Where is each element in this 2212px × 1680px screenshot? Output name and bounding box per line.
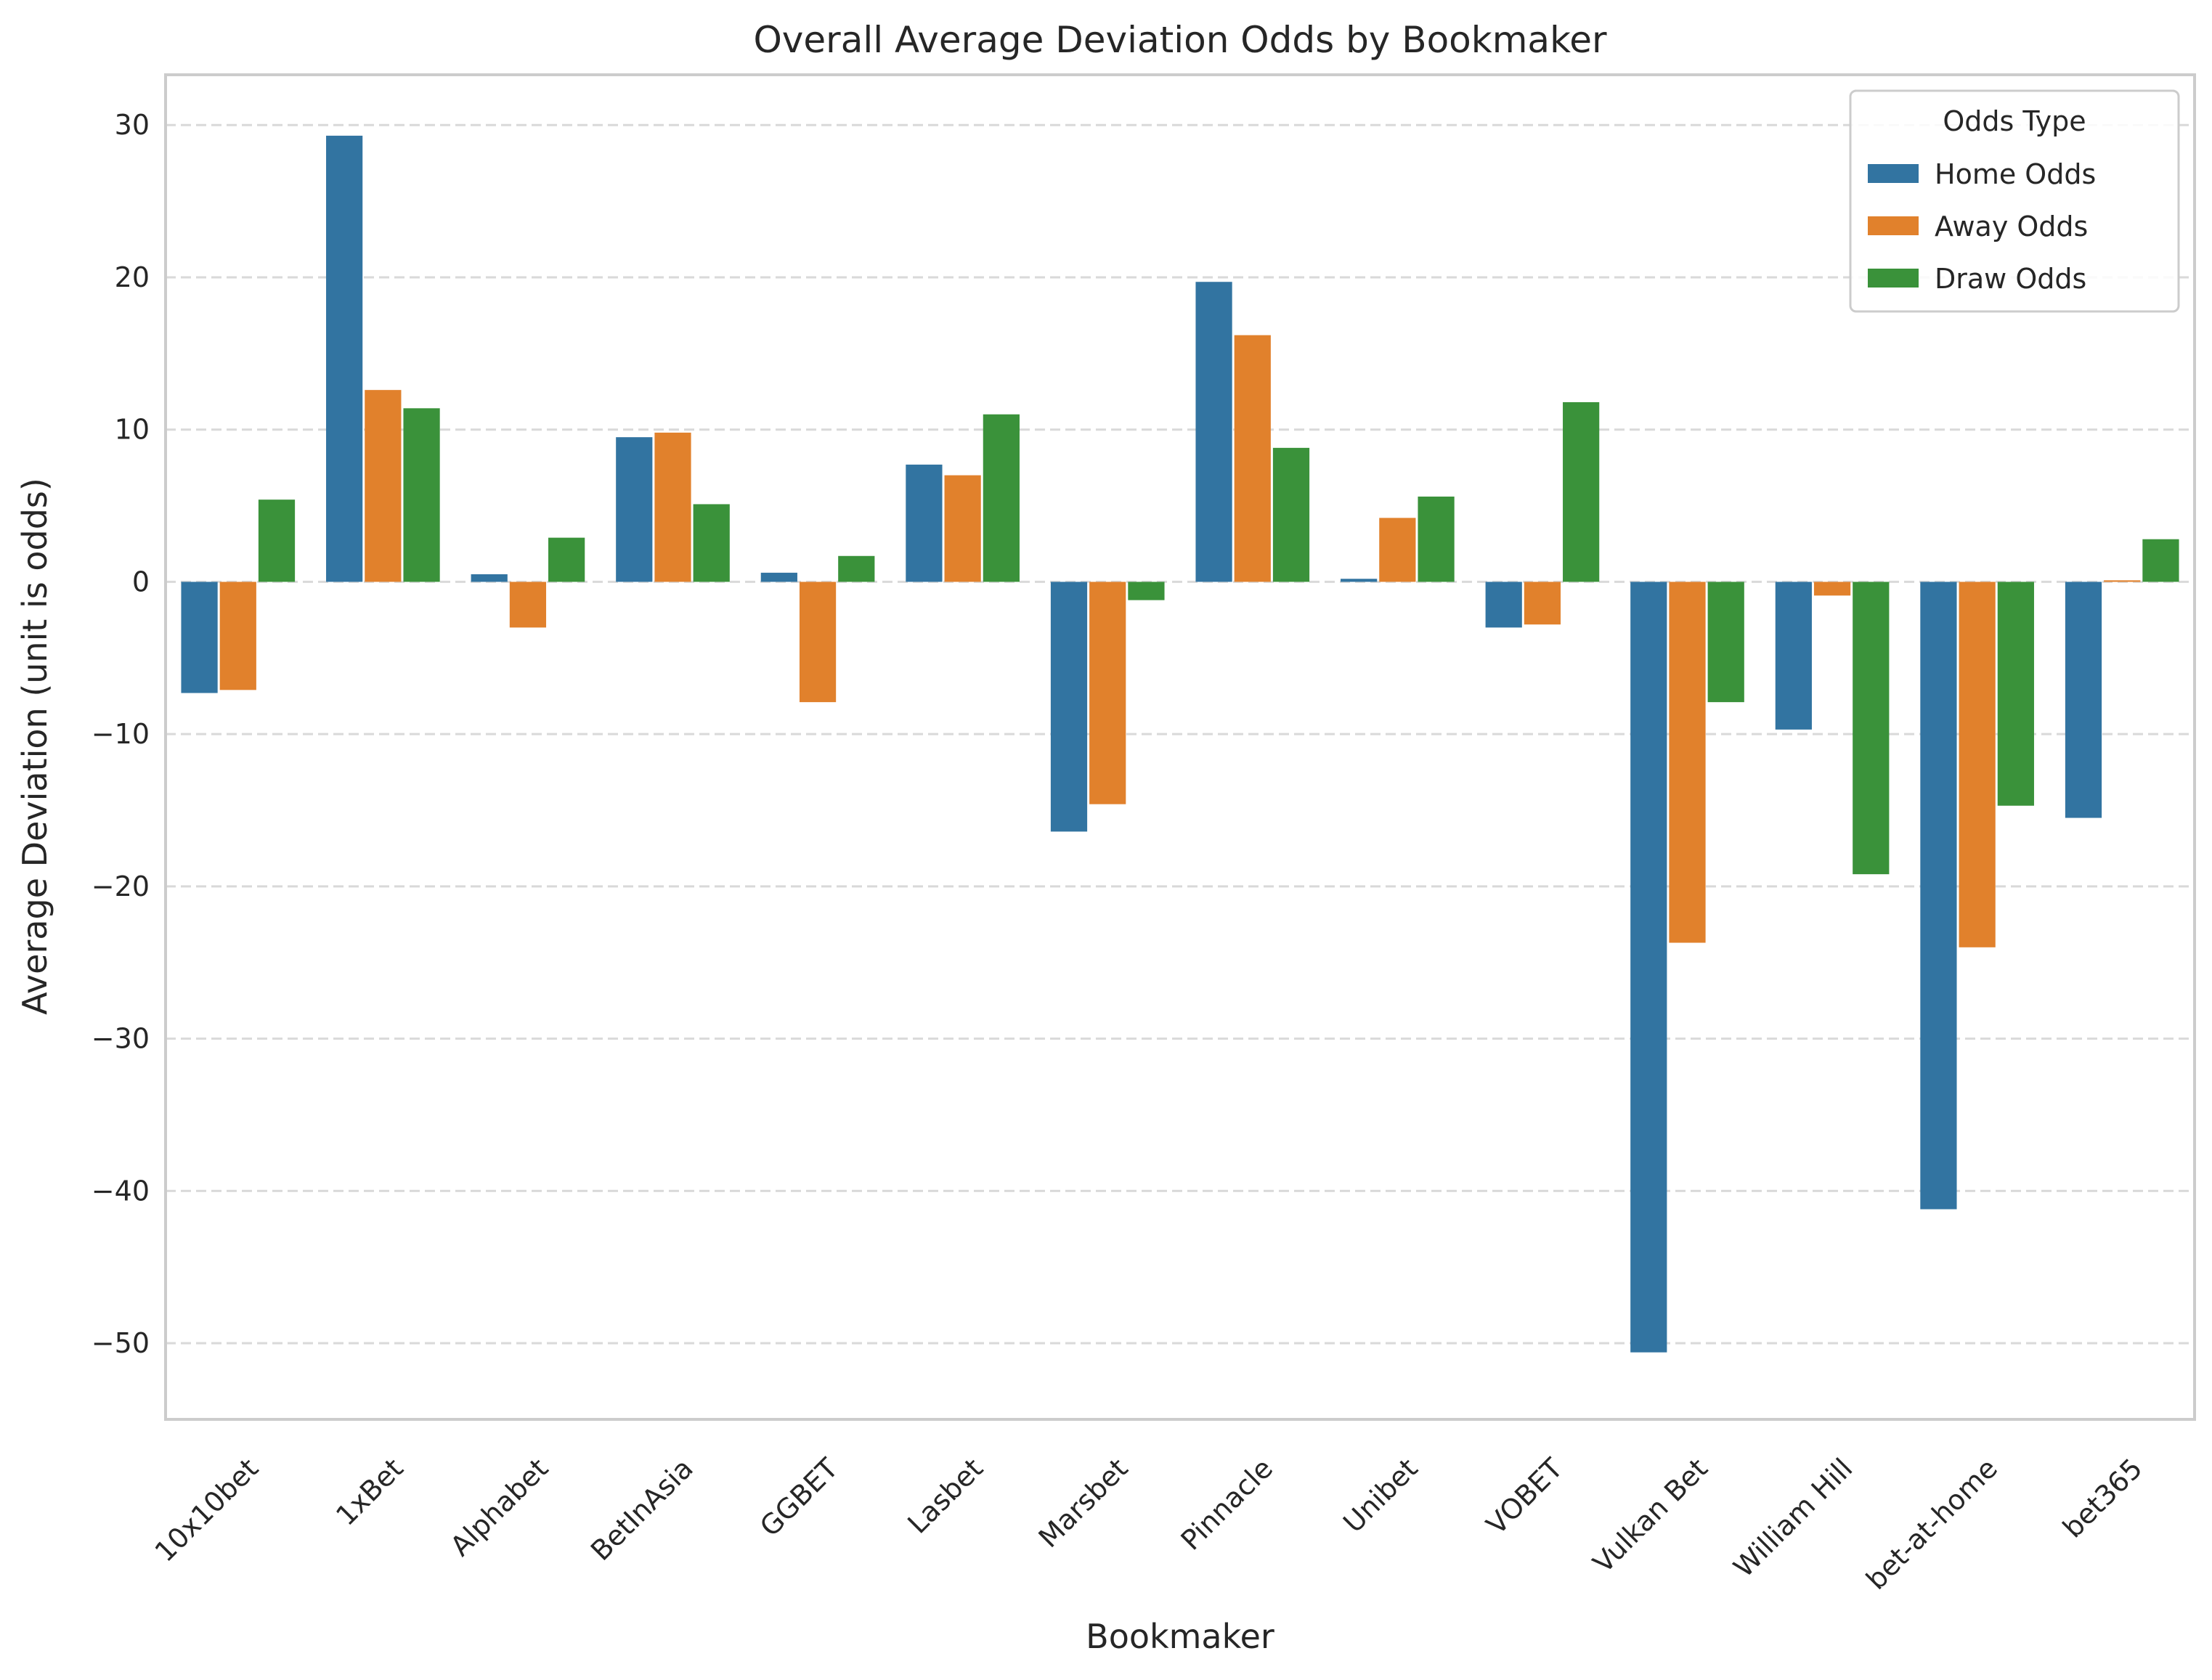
bar-bet365-draw-odds <box>2142 539 2179 582</box>
legend-swatch <box>1868 164 1919 183</box>
bar-marsbet-draw-odds <box>1128 582 1165 600</box>
bar-10x10bet-draw-odds <box>258 499 296 582</box>
y-tick-label: −30 <box>92 1023 150 1055</box>
bar-william-hill-draw-odds <box>1853 582 1890 875</box>
bar-pinnacle-home-odds <box>1195 282 1232 582</box>
x-tick-label: Lasbet <box>901 1452 989 1540</box>
bar-bet365-home-odds <box>2065 582 2102 818</box>
x-tick-label: Pinnacle <box>1175 1452 1279 1556</box>
x-tick-label: bet-at-home <box>1860 1452 2004 1596</box>
legend-box <box>1849 89 2180 313</box>
bar-bet-at-home-home-odds <box>1920 582 1957 1210</box>
bar-1xbet-home-odds <box>326 135 363 582</box>
x-axis-label: Bookmaker <box>1086 1617 1274 1656</box>
x-tick-label: VOBET <box>1480 1452 1569 1541</box>
y-tick-label: −10 <box>92 718 150 750</box>
bar-1xbet-away-odds <box>365 390 402 582</box>
x-axis-ticks: 10x10bet 1xBet Alphabet BetInAsia GGBET Lasbe… <box>149 1452 2149 1596</box>
legend-label: Home Odds <box>1935 158 2096 190</box>
bar-marsbet-home-odds <box>1050 582 1088 832</box>
x-tick-label: Vulkan Bet <box>1587 1452 1714 1579</box>
y-tick-label: 30 <box>115 109 150 141</box>
bar-vulkan-bet-home-odds <box>1630 582 1667 1353</box>
bar-vobet-home-odds <box>1485 582 1522 628</box>
legend-swatch <box>1868 216 1919 235</box>
x-tick-label: bet365 <box>2057 1452 2149 1544</box>
bar-betinasia-draw-odds <box>693 504 730 582</box>
bar-unibet-draw-odds <box>1418 496 1455 582</box>
x-tick-label: BetInAsia <box>585 1452 699 1567</box>
legend-items: Home Odds Away Odds Draw Odds <box>1868 158 2096 295</box>
legend-label: Away Odds <box>1935 211 2088 242</box>
bar-pinnacle-away-odds <box>1234 335 1271 582</box>
bar-unibet-home-odds <box>1341 579 1378 582</box>
y-tick-label: 10 <box>115 414 150 446</box>
x-tick-label: 1xBet <box>330 1452 410 1532</box>
plot-frame <box>164 73 2196 1421</box>
bar-vobet-draw-odds <box>1563 401 1600 582</box>
x-tick-label: GGBET <box>754 1452 845 1543</box>
y-axis-label: Average Deviation (unit is odds) <box>15 478 54 1015</box>
x-tick-label: Marsbet <box>1033 1452 1134 1554</box>
bar-william-hill-home-odds <box>1775 582 1812 730</box>
bar-ggbet-draw-odds <box>838 555 875 582</box>
y-tick-label: 0 <box>132 566 150 598</box>
x-tick-label: Unibet <box>1337 1452 1423 1538</box>
bar-vulkan-bet-draw-odds <box>1707 582 1744 703</box>
legend-label: Draw Odds <box>1935 263 2086 295</box>
bar-vobet-away-odds <box>1524 582 1561 625</box>
bar-bet-at-home-away-odds <box>1959 582 1996 947</box>
y-tick-label: −50 <box>92 1327 150 1359</box>
x-tick-label: 10x10bet <box>149 1452 265 1568</box>
y-tick-label: −40 <box>92 1175 150 1207</box>
bar-betinasia-away-odds <box>654 432 691 582</box>
y-tick-label: −20 <box>92 870 150 902</box>
bar-lasbet-draw-odds <box>983 414 1020 582</box>
legend-title: Odds Type <box>1943 105 2086 137</box>
bar-bet-at-home-draw-odds <box>1997 582 2034 806</box>
legend-swatch <box>1868 269 1919 288</box>
bar-ggbet-home-odds <box>760 572 797 582</box>
legend: Odds Type Home Odds Away Odds Draw Odds <box>1849 89 2180 313</box>
bar-vulkan-bet-away-odds <box>1669 582 1706 943</box>
bar-pinnacle-draw-odds <box>1272 447 1310 582</box>
bar-alphabet-home-odds <box>471 574 508 582</box>
bar-10x10bet-away-odds <box>219 582 256 690</box>
bar-william-hill-away-odds <box>1813 582 1851 596</box>
bar-10x10bet-home-odds <box>181 582 218 693</box>
chart-title: Overall Average Deviation Odds by Bookma… <box>753 19 1607 61</box>
bar-bet365-away-odds <box>2104 580 2141 582</box>
bar-1xbet-draw-odds <box>403 408 440 582</box>
bar-unibet-away-odds <box>1379 518 1416 582</box>
bars <box>181 135 2179 1353</box>
bar-alphabet-away-odds <box>509 582 547 628</box>
bar-alphabet-draw-odds <box>548 537 585 582</box>
bar-betinasia-home-odds <box>616 437 653 582</box>
y-tick-label: 20 <box>115 261 150 293</box>
bar-ggbet-away-odds <box>799 582 837 703</box>
x-tick-label: William Hill <box>1728 1452 1859 1583</box>
bar-lasbet-away-odds <box>944 475 981 582</box>
bar-marsbet-away-odds <box>1089 582 1126 804</box>
x-tick-label: Alphabet <box>444 1452 555 1562</box>
bar-lasbet-home-odds <box>906 464 943 582</box>
y-axis-ticks: 30 20 10 0 −10 −20 −30 −40 −50 <box>92 109 150 1359</box>
